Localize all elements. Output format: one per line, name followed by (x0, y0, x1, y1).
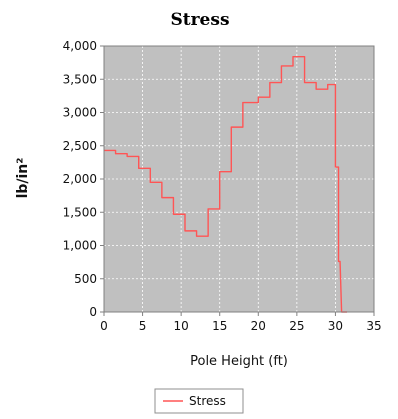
legend-label-stress: Stress (189, 394, 226, 408)
y-tick-label-1: 500 (74, 272, 97, 286)
x-tick-label-1: 5 (139, 319, 147, 333)
x-tick-label-5: 25 (289, 319, 304, 333)
y-tick-label-6: 3,000 (63, 106, 97, 120)
y-tick-label-3: 1,500 (63, 205, 97, 219)
y-tick-label-4: 2,000 (63, 172, 97, 186)
chart-title: Stress (170, 10, 229, 30)
x-axis-label: Pole Height (ft) (190, 354, 288, 369)
y-tick-label-8: 4,000 (63, 39, 97, 53)
plot-area (103, 45, 375, 313)
x-tick-label-7: 35 (366, 319, 381, 333)
y-tick-label-0: 0 (89, 305, 97, 319)
y-tick-label-5: 2,500 (63, 139, 97, 153)
y-tick-label-2: 1,000 (63, 239, 97, 253)
x-tick-label-3: 15 (212, 319, 227, 333)
y-axis-label: lb/in² (15, 158, 31, 199)
y-axis: 0 500 1,000 1,500 2,000 2,500 3,000 3,500 4,000 (63, 39, 104, 319)
x-tick-label-2: 10 (174, 319, 189, 333)
stress-series-line (104, 55, 347, 313)
x-tick-label-6: 30 (328, 319, 343, 333)
x-axis: 0 5 10 15 20 25 30 35 (100, 312, 382, 333)
y-tick-label-7: 3,500 (63, 72, 97, 86)
x-tick-label-4: 20 (251, 319, 266, 333)
x-tick-label-0: 0 (100, 319, 108, 333)
legend: Stress (154, 388, 244, 414)
